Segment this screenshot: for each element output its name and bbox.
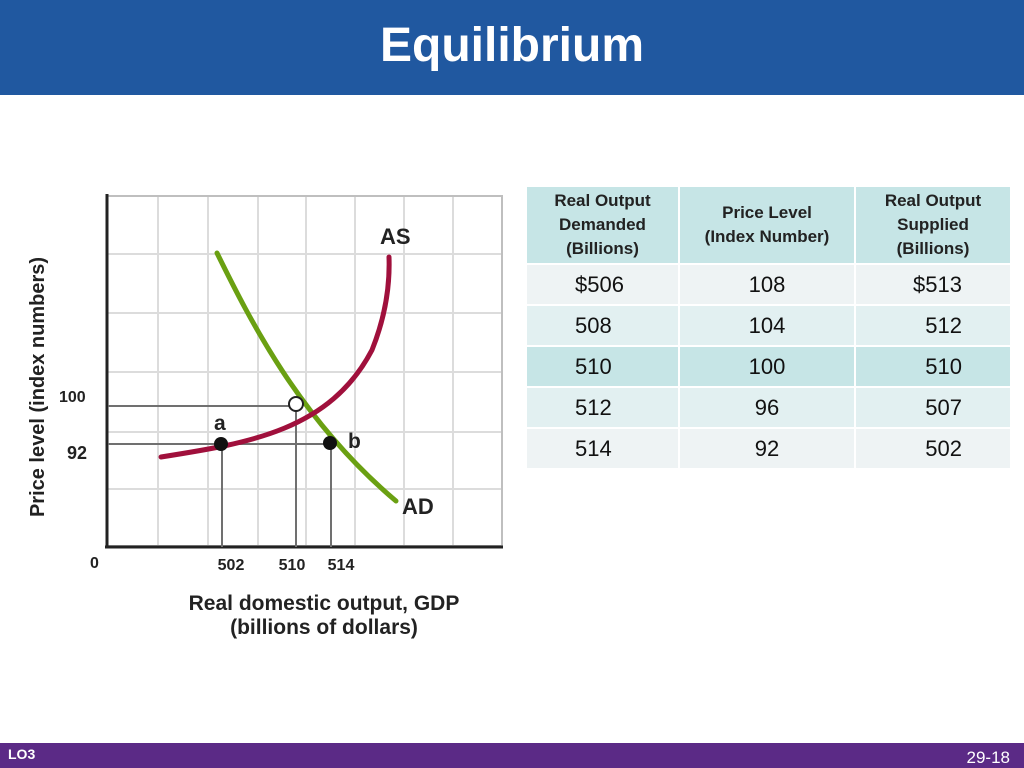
cell-demanded: 510 xyxy=(527,346,680,388)
point-a xyxy=(214,437,228,451)
origin-label: 0 xyxy=(90,555,99,572)
table-row-equilibrium: 510 100 510 xyxy=(527,346,1012,388)
cell-supplied: 502 xyxy=(855,428,1012,470)
cell-demanded: 514 xyxy=(527,428,680,470)
footer-bar: LO3 29-18 xyxy=(0,743,1024,768)
equilibrium-chart: AS AD a b 100 92 0 502 510 514 Real dome… xyxy=(27,194,503,639)
ad-curve xyxy=(214,250,399,504)
header-real-output-supplied: Real Output Supplied (Billions) xyxy=(855,187,1012,265)
cell-demanded: $506 xyxy=(527,264,680,306)
table-row: 512 96 507 xyxy=(527,387,1012,429)
header-price-level: Price Level (Index Number) xyxy=(679,187,856,265)
as-curve-label: AS xyxy=(380,224,411,249)
table-row: $506 108 $513 xyxy=(527,264,1012,306)
point-b-label: b xyxy=(348,430,361,453)
x-tick-502: 502 xyxy=(218,557,245,574)
header-real-output-demanded: Real Output Demanded (Billions) xyxy=(527,187,680,265)
cell-supplied: 510 xyxy=(855,346,1012,388)
x-axis-label: Real domestic output, GDP xyxy=(189,592,460,615)
slide-number: 29-18 xyxy=(966,748,1010,767)
x-axis-label-units: (billions of dollars) xyxy=(230,616,418,639)
cell-supplied: 512 xyxy=(855,305,1012,347)
cell-price-level: 104 xyxy=(679,305,856,347)
point-b xyxy=(323,436,337,450)
cell-supplied: 507 xyxy=(855,387,1012,429)
slide-title: Equilibrium xyxy=(380,19,644,72)
grid xyxy=(108,196,502,546)
cell-price-level: 100 xyxy=(679,346,856,388)
table-row: 514 92 502 xyxy=(527,428,1012,470)
x-tick-510: 510 xyxy=(279,557,306,574)
y-tick-100: 100 xyxy=(59,389,86,406)
equilibrium-point xyxy=(288,396,304,412)
y-axis-label: Price level (index numbers) xyxy=(27,257,49,517)
cell-price-level: 96 xyxy=(679,387,856,429)
y-tick-92: 92 xyxy=(67,443,87,463)
ad-curve-label: AD xyxy=(402,494,434,519)
cell-supplied: $513 xyxy=(855,264,1012,306)
cell-demanded: 508 xyxy=(527,305,680,347)
table-row: 508 104 512 xyxy=(527,305,1012,347)
learning-objective-label: LO3 xyxy=(8,746,36,762)
title-bar: Equilibrium xyxy=(0,0,1024,95)
table-header-row: Real Output Demanded (Billions) Price Le… xyxy=(527,187,1012,265)
cell-demanded: 512 xyxy=(527,387,680,429)
schedule-table: Real Output Demanded (Billions) Price Le… xyxy=(527,187,1012,470)
cell-price-level: 92 xyxy=(679,428,856,470)
x-tick-514: 514 xyxy=(328,557,355,574)
point-a-label: a xyxy=(214,412,226,435)
cell-price-level: 108 xyxy=(679,264,856,306)
